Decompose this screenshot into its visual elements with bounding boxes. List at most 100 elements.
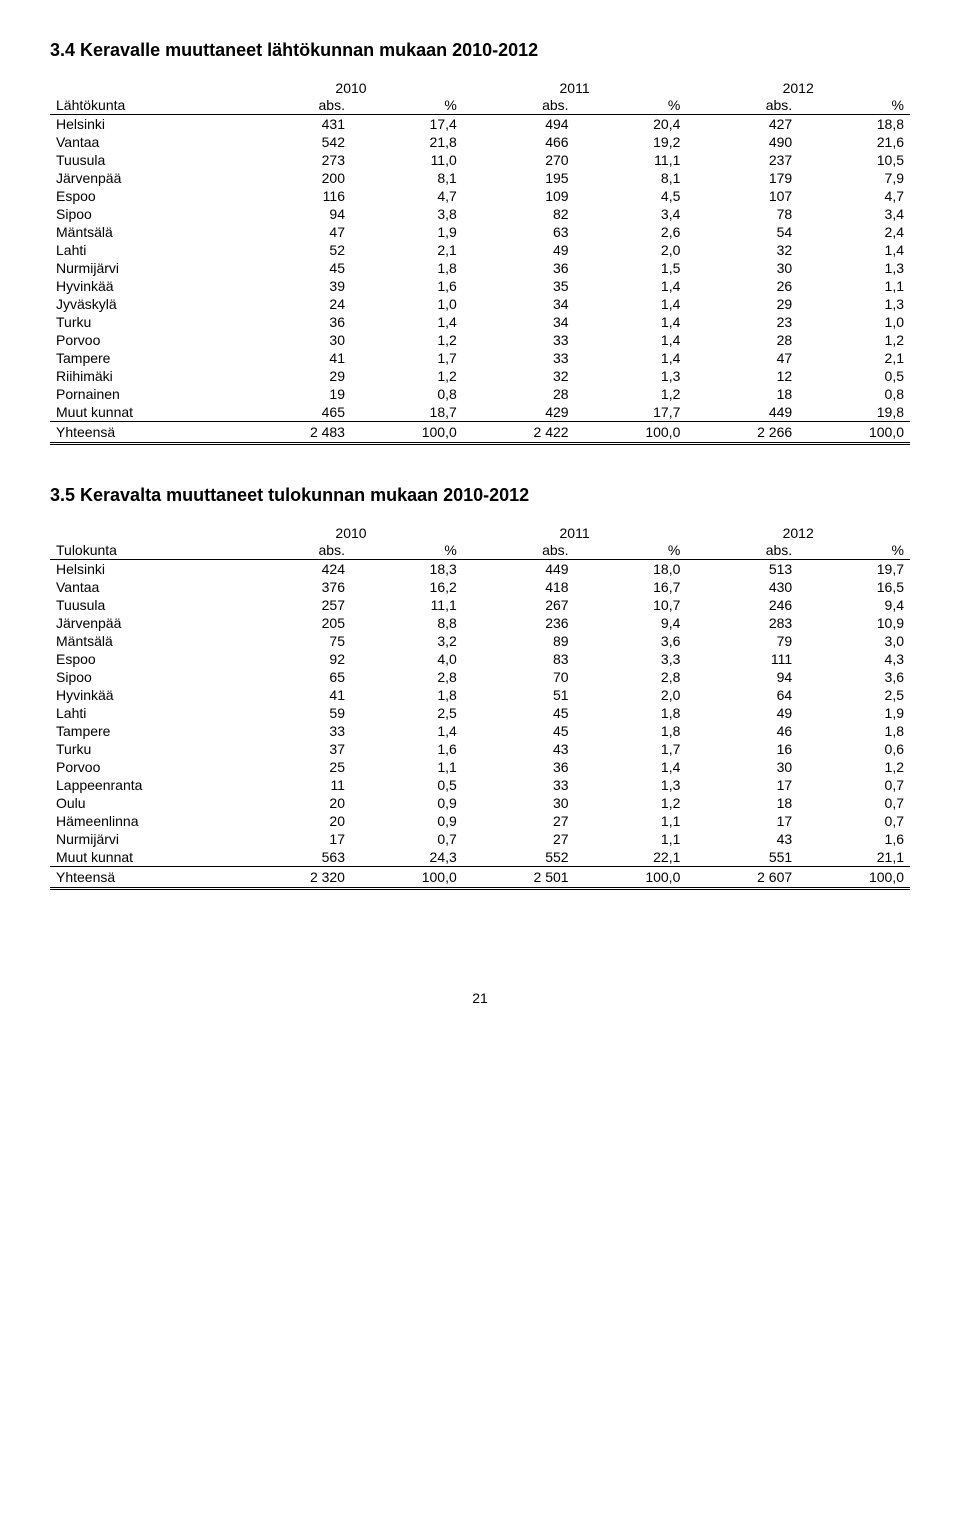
row-name: Nurmijärvi xyxy=(50,259,239,277)
row-name: Helsinki xyxy=(50,115,239,134)
cell: 49 xyxy=(463,241,575,259)
cell: 1,1 xyxy=(351,758,463,776)
row-name: Muut kunnat xyxy=(50,848,239,867)
total-cell: 100,0 xyxy=(575,422,687,444)
cell: 449 xyxy=(686,403,798,422)
cell: 49 xyxy=(686,704,798,722)
cell: 1,7 xyxy=(575,740,687,758)
row-name: Turku xyxy=(50,313,239,331)
cell: 116 xyxy=(239,187,351,205)
cell: 3,4 xyxy=(798,205,910,223)
cell: 21,8 xyxy=(351,133,463,151)
cell: 1,1 xyxy=(575,812,687,830)
row-name: Järvenpää xyxy=(50,169,239,187)
table-row: Muut kunnat46518,742917,744919,8 xyxy=(50,403,910,422)
cell: 236 xyxy=(463,614,575,632)
cell: 24,3 xyxy=(351,848,463,867)
cell: 195 xyxy=(463,169,575,187)
cell: 1,2 xyxy=(351,331,463,349)
cell: 1,9 xyxy=(351,223,463,241)
cell: 33 xyxy=(239,722,351,740)
table-row: Jyväskylä241,0341,4291,3 xyxy=(50,295,910,313)
cell: 1,4 xyxy=(575,331,687,349)
cell: 490 xyxy=(686,133,798,151)
cell: 1,2 xyxy=(575,794,687,812)
col-sub-abs: abs. xyxy=(239,541,351,560)
table-row: Turku371,6431,7160,6 xyxy=(50,740,910,758)
col-sub-pct: % xyxy=(798,541,910,560)
cell: 7,9 xyxy=(798,169,910,187)
cell: 79 xyxy=(686,632,798,650)
table-2: 2010 2011 2012 Tulokunta abs. % abs. % a… xyxy=(50,524,910,890)
cell: 20 xyxy=(239,812,351,830)
table-row: Järvenpää2058,82369,428310,9 xyxy=(50,614,910,632)
cell: 273 xyxy=(239,151,351,169)
cell: 27 xyxy=(463,830,575,848)
total-cell: 2 501 xyxy=(463,867,575,889)
cell: 18 xyxy=(686,385,798,403)
cell: 33 xyxy=(463,349,575,367)
cell: 1,6 xyxy=(351,277,463,295)
cell: 36 xyxy=(463,259,575,277)
cell: 64 xyxy=(686,686,798,704)
row-name: Tuusula xyxy=(50,596,239,614)
cell: 418 xyxy=(463,578,575,596)
cell: 0,7 xyxy=(798,812,910,830)
table-row: Vantaa54221,846619,249021,6 xyxy=(50,133,910,151)
cell: 1,1 xyxy=(798,277,910,295)
cell: 36 xyxy=(239,313,351,331)
row-name: Porvoo xyxy=(50,331,239,349)
row-name: Hämeenlinna xyxy=(50,812,239,830)
cell: 22,1 xyxy=(575,848,687,867)
cell: 2,0 xyxy=(575,686,687,704)
cell: 3,2 xyxy=(351,632,463,650)
row-name: Hyvinkää xyxy=(50,277,239,295)
table-row: Sipoo943,8823,4783,4 xyxy=(50,205,910,223)
cell: 11 xyxy=(239,776,351,794)
cell: 47 xyxy=(239,223,351,241)
cell: 1,6 xyxy=(798,830,910,848)
table-row: Espoo1164,71094,51074,7 xyxy=(50,187,910,205)
cell: 200 xyxy=(239,169,351,187)
cell: 28 xyxy=(686,331,798,349)
cell: 1,8 xyxy=(351,259,463,277)
cell: 0,9 xyxy=(351,794,463,812)
col-sub-pct: % xyxy=(351,541,463,560)
cell: 8,1 xyxy=(351,169,463,187)
row-name: Helsinki xyxy=(50,560,239,579)
col-sub-abs: abs. xyxy=(686,541,798,560)
cell: 18 xyxy=(686,794,798,812)
cell: 8,8 xyxy=(351,614,463,632)
section-title-1: 3.4 Keravalle muuttaneet lähtökunnan muk… xyxy=(50,40,910,61)
cell: 19,7 xyxy=(798,560,910,579)
cell: 1,8 xyxy=(351,686,463,704)
row-name: Porvoo xyxy=(50,758,239,776)
row-name: Mäntsälä xyxy=(50,632,239,650)
table-row: Muut kunnat56324,355222,155121,1 xyxy=(50,848,910,867)
cell: 25 xyxy=(239,758,351,776)
cell: 17 xyxy=(686,812,798,830)
year-header: 2010 xyxy=(239,79,463,96)
table-row: Espoo924,0833,31114,3 xyxy=(50,650,910,668)
cell: 563 xyxy=(239,848,351,867)
total-cell: 100,0 xyxy=(798,422,910,444)
cell: 54 xyxy=(686,223,798,241)
cell: 1,4 xyxy=(798,241,910,259)
table-1: 2010 2011 2012 Lähtökunta abs. % abs. % … xyxy=(50,79,910,445)
cell: 46 xyxy=(686,722,798,740)
cell: 45 xyxy=(239,259,351,277)
cell: 34 xyxy=(463,295,575,313)
cell: 51 xyxy=(463,686,575,704)
table-row: Lahti592,5451,8491,9 xyxy=(50,704,910,722)
table-row: Hyvinkää391,6351,4261,1 xyxy=(50,277,910,295)
cell: 542 xyxy=(239,133,351,151)
cell: 11,1 xyxy=(575,151,687,169)
cell: 466 xyxy=(463,133,575,151)
cell: 65 xyxy=(239,668,351,686)
row-name: Oulu xyxy=(50,794,239,812)
total-cell: 2 422 xyxy=(463,422,575,444)
cell: 2,8 xyxy=(351,668,463,686)
cell: 9,4 xyxy=(798,596,910,614)
cell: 267 xyxy=(463,596,575,614)
table-row: Turku361,4341,4231,0 xyxy=(50,313,910,331)
